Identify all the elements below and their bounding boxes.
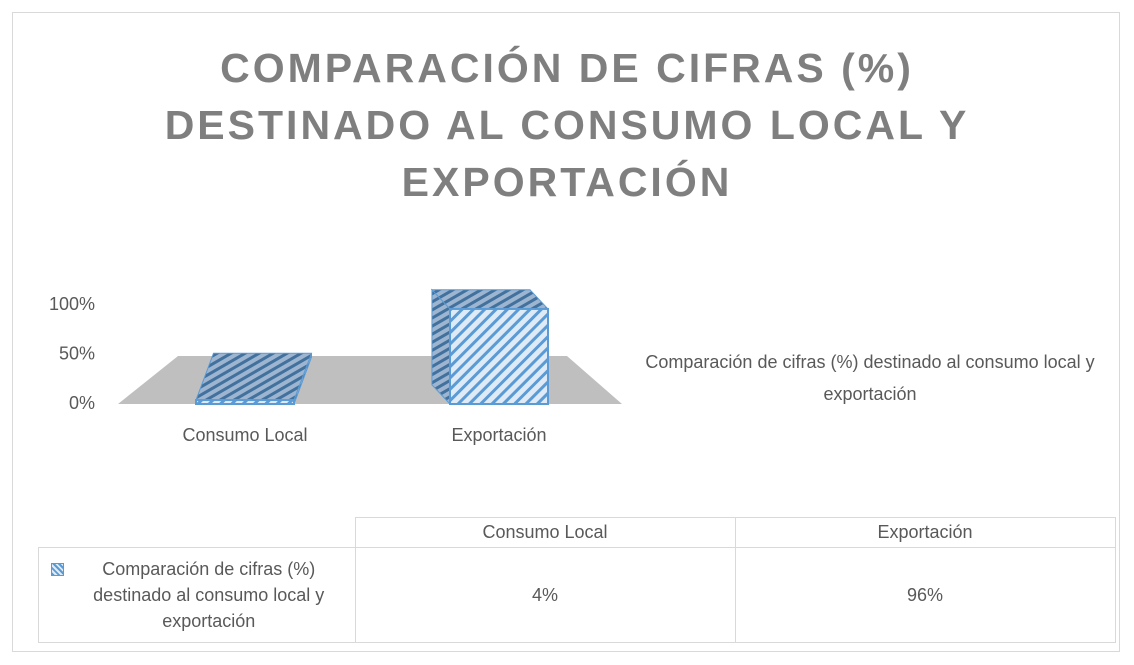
row-label: Comparación de cifras (%) destinado al c… (93, 559, 325, 631)
y-tick-label: 100% (49, 294, 95, 314)
x-tick-label: Exportación (451, 425, 546, 445)
bar-side (431, 288, 451, 406)
row-label-cell: Comparación de cifras (%) destinado al c… (38, 547, 356, 643)
legend-entry: Comparación de cifras (%) destinado al c… (645, 352, 1095, 404)
chart-title: COMPARACIÓN DE CIFRAS (%) DESTINADO AL C… (164, 45, 970, 205)
bar-top (195, 352, 313, 401)
bar-front (195, 399, 295, 406)
table-header: Exportación (734, 517, 1116, 548)
y-tick-label: 0% (69, 393, 95, 413)
blank-cell (38, 517, 356, 548)
table-header: Consumo Local (354, 517, 736, 548)
table-value: 96% (734, 547, 1116, 643)
data-table: Consumo Local Exportación Comparación de… (38, 517, 1116, 643)
legend-icon (51, 563, 64, 576)
table-value: 4% (354, 547, 736, 643)
bar-top (430, 289, 550, 310)
bar (430, 288, 550, 406)
bar (195, 352, 313, 406)
chart-frame (12, 12, 1120, 652)
y-tick-label: 50% (59, 343, 95, 363)
x-tick-label: Consumo Local (182, 425, 307, 445)
bar-front (449, 307, 549, 405)
